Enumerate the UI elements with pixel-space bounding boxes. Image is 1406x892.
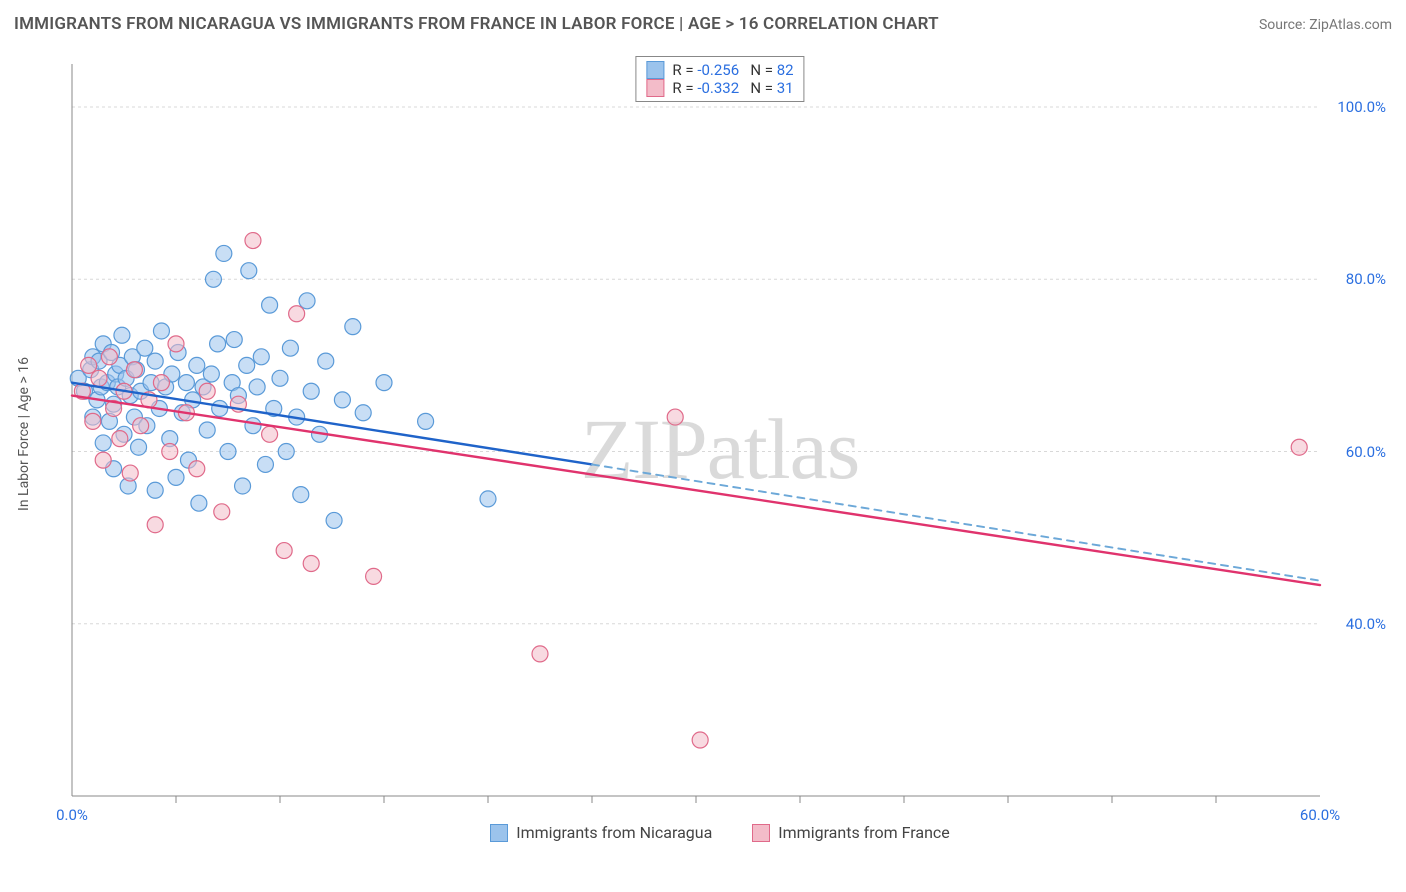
y-axis-label: In Labor Force | Age > 16	[16, 357, 32, 511]
swatch-nicaragua	[646, 61, 664, 79]
title-bar: IMMIGRANTS FROM NICARAGUA VS IMMIGRANTS …	[14, 14, 1392, 34]
swatch-france	[646, 79, 664, 97]
legend-row-nicaragua: R = -0.256 N = 82	[646, 61, 793, 79]
legend-nicaragua-r: R = -0.256 N = 82	[672, 61, 793, 79]
y-tick-label: 100.0%	[1337, 98, 1386, 116]
plot-svg	[50, 54, 1390, 844]
legend-france-r: R = -0.332 N = 31	[672, 79, 793, 97]
y-tick-label: 60.0%	[1346, 443, 1386, 461]
legend-correlation: R = -0.256 N = 82 R = -0.332 N = 31	[635, 56, 804, 102]
chart-title: IMMIGRANTS FROM NICARAGUA VS IMMIGRANTS …	[14, 14, 939, 34]
y-axis-label-container: In Labor Force | Age > 16	[14, 54, 34, 814]
y-tick-label: 80.0%	[1346, 270, 1386, 288]
scatter-plot: ZIPatlas R = -0.256 N = 82 R = -0.332 N …	[50, 54, 1390, 844]
y-tick-label: 40.0%	[1346, 615, 1386, 633]
legend-row-france: R = -0.332 N = 31	[646, 79, 793, 97]
source-label: Source: ZipAtlas.com	[1259, 17, 1392, 33]
